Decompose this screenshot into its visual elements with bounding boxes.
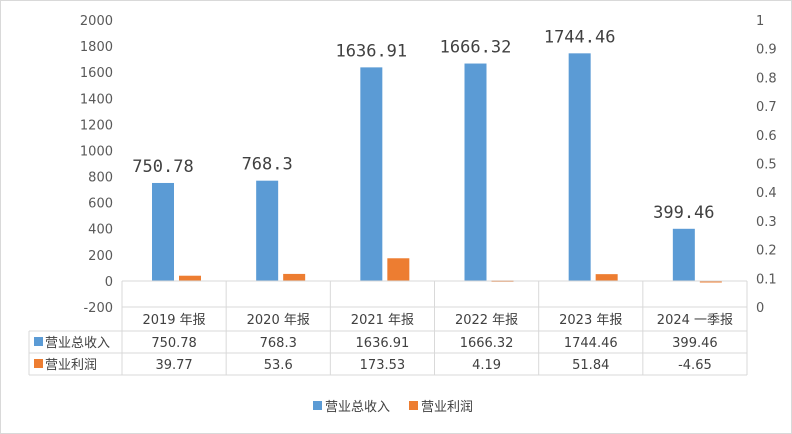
data-label-revenue: 1636.91 [336, 41, 408, 61]
legend-key-profit [34, 359, 43, 368]
y-right-tick-label: 0.8 [756, 71, 777, 86]
y-right-tick-label: 0.7 [756, 100, 777, 115]
category-label: 2021 年报 [351, 313, 414, 328]
category-label: 2019 年报 [142, 313, 205, 328]
data-label-revenue: 768.3 [242, 155, 293, 175]
table-cell: 1666.32 [460, 336, 514, 351]
y-right-tick-label: 0.9 [756, 43, 777, 58]
table-cell: 1744.46 [564, 336, 618, 351]
table-cell: 173.53 [360, 358, 406, 373]
bar-profit [595, 274, 618, 281]
table-row-name: 营业利润 [45, 358, 97, 373]
bar-revenue [256, 180, 279, 281]
legend-label-profit: 营业利润 [421, 400, 473, 415]
category-label: 2020 年报 [247, 313, 310, 328]
table-cell: 768.3 [260, 336, 297, 351]
bar-revenue [568, 53, 591, 282]
y-right-tick-label: 0.6 [756, 129, 777, 144]
category-label: 2022 年报 [455, 313, 518, 328]
bar-profit [699, 281, 722, 283]
y-right-tick-label: 1 [756, 14, 764, 29]
category-label: 2023 年报 [559, 313, 622, 328]
table-cell: 53.6 [264, 358, 293, 373]
y-right-tick-label: 0.2 [756, 244, 777, 259]
bar-revenue [672, 228, 695, 281]
legend-label-revenue: 营业总收入 [325, 400, 390, 415]
bar-revenue [464, 63, 487, 281]
bar-revenue [360, 67, 383, 282]
legend-swatch-revenue [313, 401, 322, 410]
y-left-tick-label: 800 [88, 171, 113, 186]
y-right-tick-label: 0.4 [756, 186, 777, 201]
y-left-tick-label: 1000 [80, 144, 113, 159]
bar-profit [387, 258, 410, 281]
data-label-revenue: 750.78 [132, 157, 193, 177]
y-right-tick-label: 0.5 [756, 158, 777, 173]
y-left-tick-label: 1200 [80, 118, 113, 133]
y-left-tick-label: 2000 [80, 14, 113, 29]
legend-swatch-profit [409, 401, 418, 410]
table-cell: 750.78 [151, 336, 197, 351]
y-left-tick-label: 1800 [80, 40, 113, 55]
table-cell: 1636.91 [356, 336, 410, 351]
y-left-tick-label: 0 [105, 275, 113, 290]
data-label-revenue: 399.46 [653, 203, 714, 223]
y-right-tick-label: 0.3 [756, 215, 777, 230]
y-right-tick-label: 0 [756, 301, 764, 316]
table-cell: 51.84 [572, 358, 609, 373]
table-cell: 39.77 [155, 358, 192, 373]
y-right-tick-label: 0.1 [756, 272, 777, 287]
bar-profit [283, 273, 306, 281]
bar-revenue [152, 182, 174, 281]
y-left-tick-label: 600 [88, 197, 113, 212]
legend-key-revenue [34, 337, 43, 346]
y-left-tick-label: 1600 [80, 66, 113, 81]
data-label-revenue: 1744.46 [544, 27, 616, 47]
y-left-tick-label: -200 [83, 301, 113, 316]
table-row-name: 营业总收入 [45, 336, 110, 351]
category-label: 2024 一季报 [657, 313, 733, 328]
bar-profit [179, 275, 201, 281]
table-cell: -4.65 [678, 358, 712, 373]
y-left-tick-label: 200 [88, 249, 113, 264]
table-cell: 399.46 [672, 336, 718, 351]
data-label-revenue: 1666.32 [440, 38, 512, 58]
y-left-tick-label: 1400 [80, 92, 113, 107]
y-left-tick-label: 400 [88, 223, 113, 238]
table-cell: 4.19 [472, 358, 501, 373]
